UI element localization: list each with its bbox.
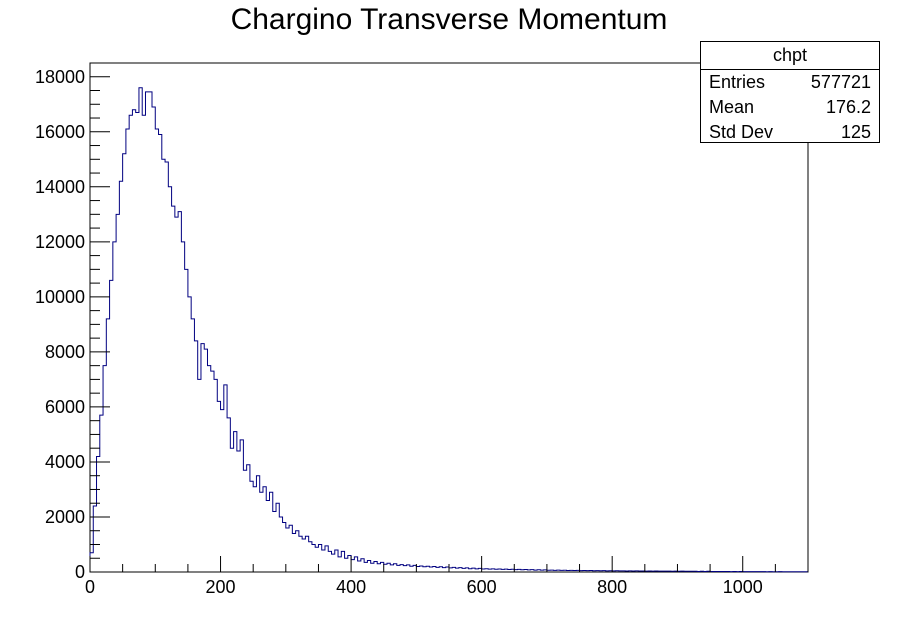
y-tick-label: 0	[75, 562, 85, 582]
histogram-bin	[296, 531, 299, 572]
y-tick-label: 8000	[45, 342, 85, 362]
histogram-bin	[423, 567, 426, 572]
histogram-bin	[116, 214, 119, 572]
histogram-bin	[322, 550, 325, 572]
histogram-bin	[172, 206, 175, 572]
histogram-bin	[390, 565, 393, 572]
stats-value: 577721	[810, 72, 871, 92]
histogram-bin	[221, 410, 224, 572]
histogram-bin	[364, 562, 367, 572]
stats-title: chpt	[701, 42, 879, 70]
histogram-bin	[162, 159, 165, 572]
histogram-bin	[175, 217, 178, 572]
histogram-bin	[110, 280, 113, 572]
y-tick-label: 14000	[35, 177, 85, 197]
histogram-bin	[234, 432, 237, 572]
histogram-bin	[136, 113, 139, 572]
histogram-bin	[312, 544, 315, 572]
histogram-bin	[358, 561, 361, 572]
histogram-bin	[152, 107, 155, 572]
stats-value: 176.2	[825, 97, 871, 117]
histogram-bin	[377, 564, 380, 572]
histogram-bin	[410, 566, 413, 572]
histogram-bin	[132, 110, 135, 572]
histogram-bin	[139, 88, 142, 572]
histogram-bin	[338, 557, 341, 572]
histogram-bin	[165, 162, 168, 572]
y-tick-label: 18000	[35, 67, 85, 87]
histogram-bin	[462, 568, 465, 572]
histogram-bin	[456, 568, 459, 572]
histogram-bin	[145, 92, 148, 572]
histogram-bin	[345, 558, 348, 572]
y-tick-label: 12000	[35, 232, 85, 252]
histogram-bin	[149, 92, 152, 572]
histogram-bin	[302, 539, 305, 572]
chart-title: Chargino Transverse Momentum	[230, 3, 668, 36]
histogram-bin	[332, 554, 335, 572]
histogram-bin	[185, 269, 188, 572]
x-tick-label: 800	[597, 577, 627, 597]
x-tick-label: 600	[467, 577, 497, 597]
histogram-bin	[292, 533, 295, 572]
histogram-bin	[211, 371, 214, 572]
histogram-bin	[436, 567, 439, 572]
histogram-bin	[123, 154, 126, 572]
histogram-bin	[299, 536, 302, 572]
histogram-bin	[142, 115, 145, 572]
histogram-bin	[191, 319, 194, 572]
histogram-bin	[403, 566, 406, 572]
stats-row-entries: Entries 577721	[701, 70, 879, 95]
histogram-bin	[260, 492, 263, 572]
histogram-bin	[126, 129, 129, 572]
histogram-bin	[207, 366, 210, 572]
histogram-bin	[250, 481, 253, 572]
y-tick-label: 6000	[45, 397, 85, 417]
histogram-bin	[168, 187, 171, 572]
histogram-bin	[178, 212, 181, 572]
histogram-bin	[159, 135, 162, 572]
stats-row-mean: Mean 176.2	[701, 95, 879, 120]
stats-label: Std Dev	[709, 122, 774, 142]
histogram-bin	[243, 470, 246, 572]
y-tick-label: 4000	[45, 452, 85, 472]
x-tick-label: 400	[336, 577, 366, 597]
x-tick-label: 0	[85, 577, 95, 597]
histogram-bin	[230, 448, 233, 572]
histogram-bin	[155, 129, 158, 572]
histogram-bin	[217, 401, 220, 572]
histogram-bin	[253, 487, 256, 572]
histogram-bin	[181, 242, 184, 572]
histogram-bin	[204, 349, 207, 572]
histogram-bin	[266, 500, 269, 572]
histogram-bin	[309, 542, 312, 572]
y-tick-label: 2000	[45, 507, 85, 527]
histogram-bin	[237, 451, 240, 572]
stats-box: chpt Entries 577721 Mean 176.2 Std Dev 1…	[700, 41, 880, 143]
histogram-bin	[188, 297, 191, 572]
histogram-bin	[429, 567, 432, 572]
stats-label: Mean	[709, 97, 755, 117]
histogram-line	[89, 87, 809, 573]
x-tick-label: 200	[206, 577, 236, 597]
histogram-bin	[273, 511, 276, 572]
stats-row-stddev: Std Dev 125	[701, 120, 879, 145]
histogram-bin	[214, 379, 217, 572]
stats-label: Entries	[709, 72, 766, 92]
histogram-bin	[371, 563, 374, 572]
histogram-bin	[198, 379, 201, 572]
stats-value: 125	[840, 122, 871, 142]
histogram-bin	[119, 181, 122, 572]
histogram-bin	[129, 115, 132, 572]
histogram-bin	[442, 568, 445, 572]
y-tick-label: 16000	[35, 122, 85, 142]
histogram-bin	[279, 517, 282, 572]
y-tick-label: 10000	[35, 287, 85, 307]
histogram-bin	[113, 242, 116, 572]
x-tick-label: 1000	[723, 577, 763, 597]
histogram-bin	[397, 565, 400, 572]
